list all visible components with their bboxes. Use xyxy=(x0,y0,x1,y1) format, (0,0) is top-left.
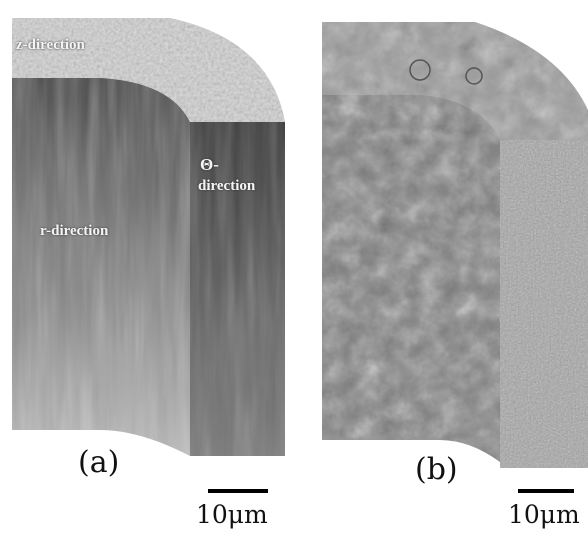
z-direction-label: z-direction xyxy=(16,37,85,53)
r-direction-label: r-direction xyxy=(40,223,109,239)
panel-b-scale-text: 10μm xyxy=(508,500,580,529)
panel-b-scale-bar xyxy=(518,489,574,493)
panel-a-scale-bar xyxy=(208,489,268,493)
panel-b-image xyxy=(322,22,588,468)
panel-b-label: (b) xyxy=(415,452,458,487)
theta-direction-label-word: direction xyxy=(198,178,256,194)
theta-direction-label-symbol: Θ- xyxy=(200,155,219,174)
panel-a-scale-text: 10μm xyxy=(196,500,268,529)
panel-a-label: (a) xyxy=(78,445,120,480)
